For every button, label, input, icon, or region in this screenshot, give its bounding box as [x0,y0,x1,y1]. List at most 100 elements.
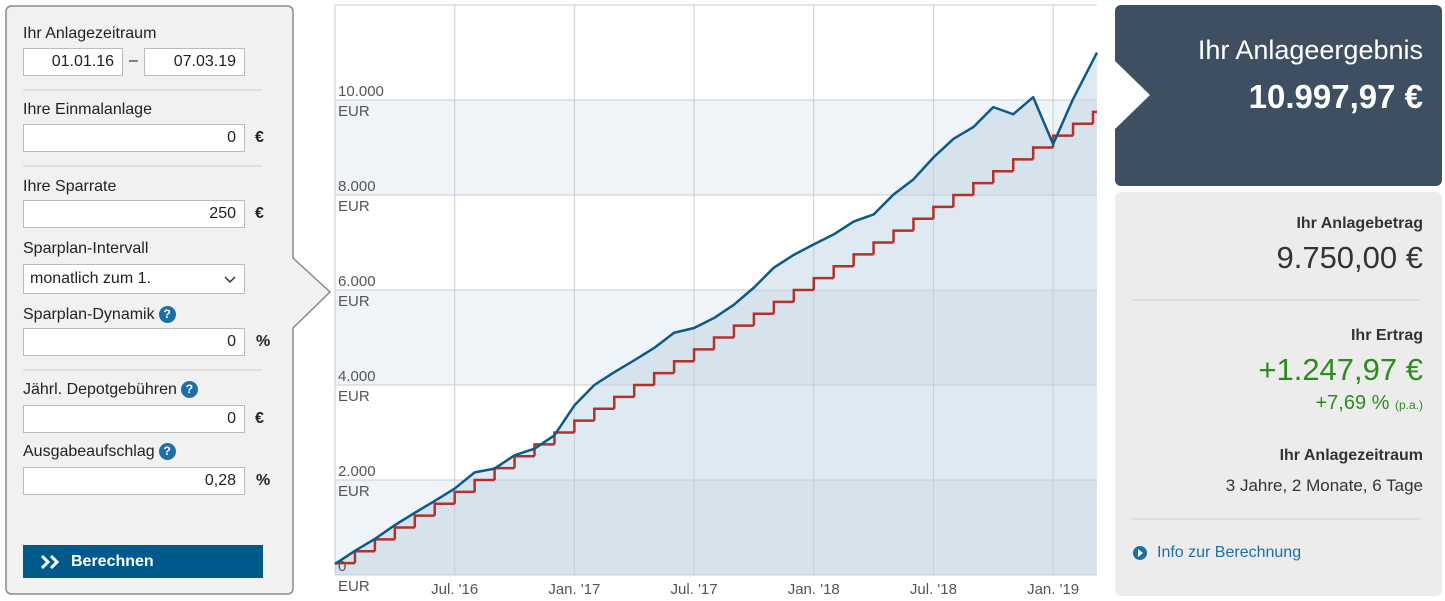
step-segment [712,336,734,350]
step-segment [453,490,475,504]
y-tick-unit: EUR [338,198,370,215]
number-input[interactable]: 0 [23,405,245,433]
label-text: Jährl. Depotgebühren [23,381,177,398]
chevron [224,276,236,284]
step-segment [692,348,715,362]
step-segment [553,431,575,445]
help-icon[interactable]: ? [158,443,176,461]
detail-label: Ihr Ertrag [1350,327,1423,344]
result-notch [1114,60,1150,130]
label: Jährl. Depotgebühren? [23,381,198,399]
help-icon[interactable]: ? [158,306,176,324]
x-tick-label: Jan. '17 [548,581,600,598]
step-segment [872,241,894,255]
label: Ihre Einmalanlage [23,101,152,118]
result-title: Ihr Anlageergebnis [1197,35,1423,65]
x-tick-label: Jul. '16 [431,581,478,598]
unit: € [255,129,264,146]
step-segment [932,205,954,219]
info-link[interactable]: Info zur Berechnung [1157,544,1302,561]
unit: % [256,472,271,489]
detail-value: 9.750,00 € [1276,240,1423,275]
help-icon[interactable]: ? [180,381,198,399]
button-icon [40,555,60,569]
step-segment [852,253,874,267]
date-input[interactable]: 07.03.19 [144,48,245,76]
unit: € [255,410,264,427]
label: Ihre Sparrate [23,178,117,195]
step-segment [992,170,1014,184]
step-segment [732,324,754,338]
pct-value: +7,69 % [1315,392,1390,414]
step-segment [413,514,435,528]
label-text: Sparplan-Dynamik [23,306,155,323]
y-tick-label: 2.000 [338,463,376,480]
y-tick-unit: EUR [338,103,370,120]
unit: % [256,333,271,350]
detail-label: Ihr Anlagebetrag [1296,215,1423,232]
step-segment [613,395,635,409]
step-segment [573,419,595,433]
y-tick-label: 0 [338,558,346,575]
y-tick-label: 10.000 [338,83,384,100]
y-tick-unit: EUR [338,578,370,595]
result-box [1115,5,1442,186]
step-segment [593,407,615,421]
select[interactable]: monatlich zum 1. [23,264,245,294]
pct-note: (p.a.) [1394,398,1423,412]
number-input[interactable]: 0 [23,328,245,356]
date-separator: – [129,52,138,69]
date-input[interactable]: 01.01.16 [23,48,123,76]
step-segment [892,229,914,243]
y-tick-label: 6.000 [338,273,376,290]
label: Sparplan-Dynamik? [23,306,176,324]
step-segment [672,360,695,374]
detail-value: +1.247,97 € [1258,352,1423,387]
step-segment [952,193,974,207]
number-input[interactable]: 0 [23,124,245,152]
step-segment [912,217,934,231]
x-tick-label: Jan. '18 [788,581,840,598]
button-text: Berechnen [71,553,154,570]
x-tick-label: Jan. '19 [1027,581,1079,598]
y-tick-label: 4.000 [338,368,376,385]
result-total: 10.997,97 € [1248,78,1423,115]
select-value: monatlich zum 1. [30,270,151,287]
details-box [1115,192,1442,596]
label: Ausgabeaufschlag? [23,443,176,461]
step-segment [1011,158,1034,172]
band [335,100,1097,195]
detail-value: 3 Jahre, 2 Monate, 6 Tage [1225,476,1423,495]
step-segment [972,181,994,195]
unit: € [255,205,264,222]
x-tick-label: Jul. '17 [671,581,718,598]
form-panel [5,5,332,595]
step-segment [393,526,415,540]
step-segment [772,300,794,314]
step-segment [632,383,655,397]
step-segment [832,265,854,279]
y-tick-unit: EUR [338,388,370,405]
area [335,52,1097,576]
y-tick-unit: EUR [338,483,370,500]
step-segment [792,288,814,302]
x-tick-label: Jul. '18 [910,581,957,598]
detail-pct: +7,69 % (p.a.) [1315,392,1423,415]
number-input[interactable]: 250 [23,200,245,228]
step-segment [533,443,555,457]
band [335,480,1097,575]
number-input[interactable]: 0,28 [23,467,245,495]
label: Sparplan-Intervall [23,240,149,257]
step-segment [1031,146,1054,160]
step-segment [812,276,834,290]
step-segment [433,502,455,516]
info-icon-arrow [1138,549,1143,557]
step-segment [752,312,774,326]
label-text: Ausgabeaufschlag [23,443,155,460]
detail-label: Ihr Anlagezeitraum [1279,447,1423,464]
y-tick-label: 8.000 [338,178,376,195]
calculate-button[interactable]: Berechnen [23,545,263,578]
step-segment [1071,122,1094,136]
